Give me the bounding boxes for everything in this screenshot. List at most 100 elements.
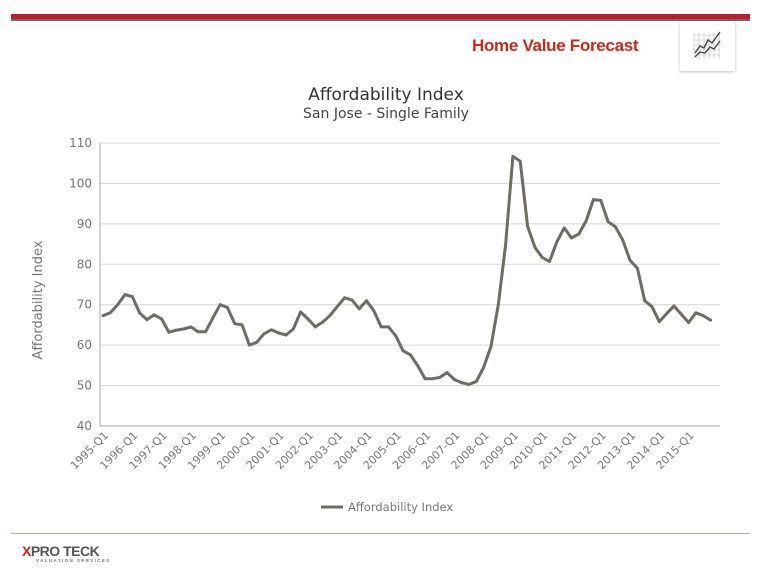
data-point — [335, 305, 339, 309]
proteck-logo: XPRO TECK VALUATION SERVICES — [22, 543, 111, 563]
data-point — [372, 309, 376, 313]
y-tick-labels: 40 50 60 70 80 90 100 110 — [69, 136, 92, 433]
data-point — [614, 225, 617, 229]
chart-subtitle: San Jose - Single Family — [303, 106, 469, 122]
data-point — [196, 330, 200, 334]
data-point — [108, 311, 112, 315]
data-point — [453, 378, 456, 381]
y-tick-label: 80 — [77, 257, 92, 271]
data-point — [299, 310, 302, 314]
data-point — [431, 377, 434, 381]
data-point — [657, 320, 661, 324]
data-point — [694, 311, 698, 315]
data-point — [387, 325, 390, 329]
brand-title: Home Value Forecast — [472, 36, 639, 55]
data-point — [204, 330, 207, 334]
data-point — [321, 320, 324, 324]
data-point — [687, 321, 690, 324]
data-point — [518, 159, 522, 163]
data-point — [533, 245, 537, 249]
logo-name: PRO TECK — [30, 543, 100, 559]
x-tick-labels: 1995-Q11996-Q11997-Q11998-Q11999-Q12000-… — [68, 429, 697, 472]
data-point — [467, 383, 471, 386]
legend: Affordability Index — [321, 500, 453, 514]
data-point — [306, 317, 310, 321]
data-point — [357, 307, 361, 311]
data-point — [174, 328, 178, 332]
data-point — [248, 343, 251, 347]
data-point — [350, 298, 354, 302]
data-point — [445, 371, 449, 374]
data-point — [438, 376, 442, 379]
y-tick-label: 70 — [77, 298, 92, 312]
data-point — [394, 334, 398, 338]
y-tick-label: 50 — [77, 379, 92, 393]
data-point — [416, 364, 420, 368]
data-point — [123, 293, 127, 296]
data-point — [584, 219, 588, 223]
legend-label: Affordability Index — [348, 500, 453, 514]
data-point — [101, 314, 105, 317]
data-point — [138, 311, 142, 315]
y-tick-label: 40 — [77, 419, 92, 433]
data-point — [548, 260, 551, 263]
series-line-affordability-index — [101, 154, 713, 386]
brand-icon-tile — [680, 21, 735, 71]
data-point — [577, 232, 581, 236]
data-point — [650, 305, 654, 309]
data-point — [526, 224, 529, 228]
header-accent-underline — [11, 19, 750, 21]
y-tick-label: 110 — [69, 136, 92, 150]
line-chart-icon — [693, 31, 721, 59]
data-point — [160, 317, 164, 321]
data-point — [665, 312, 668, 315]
data-point — [643, 299, 647, 303]
data-point — [189, 325, 193, 329]
data-point — [277, 331, 281, 335]
data-point — [460, 381, 464, 385]
data-point — [672, 304, 676, 308]
data-point — [130, 295, 134, 298]
data-point — [343, 296, 346, 300]
chart-title: Affordability Index — [308, 85, 464, 105]
data-point — [562, 226, 566, 230]
data-point — [636, 266, 639, 270]
data-point — [313, 325, 317, 329]
y-tick-label: 60 — [77, 338, 92, 352]
data-point — [211, 316, 215, 320]
data-point — [701, 314, 705, 317]
data-point — [291, 327, 295, 331]
data-point — [489, 345, 493, 348]
data-point — [379, 325, 383, 329]
data-point — [482, 366, 485, 369]
data-point — [679, 313, 683, 316]
data-point — [145, 318, 149, 322]
data-point — [284, 333, 288, 337]
data-point — [555, 240, 559, 244]
data-point — [233, 322, 237, 326]
data-point — [570, 236, 573, 240]
data-point — [240, 323, 244, 327]
data-point — [409, 353, 412, 357]
data-point — [270, 328, 273, 332]
data-point — [511, 154, 515, 158]
y-tick-label: 100 — [69, 176, 92, 190]
data-point — [540, 256, 544, 259]
data-point — [226, 306, 229, 309]
data-point — [709, 318, 712, 322]
y-axis-label: Affordability Index — [31, 240, 46, 359]
data-point — [255, 340, 259, 344]
y-tick-label: 90 — [77, 217, 92, 231]
data-point — [182, 327, 185, 331]
data-point — [218, 303, 222, 307]
data-point — [628, 258, 632, 262]
data-point — [621, 238, 625, 242]
data-point — [606, 220, 610, 224]
header-accent-bar — [11, 14, 750, 19]
data-point — [401, 349, 405, 353]
data-point — [152, 313, 156, 317]
data-point — [365, 299, 368, 303]
data-point — [328, 314, 332, 317]
data-point — [262, 332, 266, 336]
data-point — [474, 380, 478, 383]
